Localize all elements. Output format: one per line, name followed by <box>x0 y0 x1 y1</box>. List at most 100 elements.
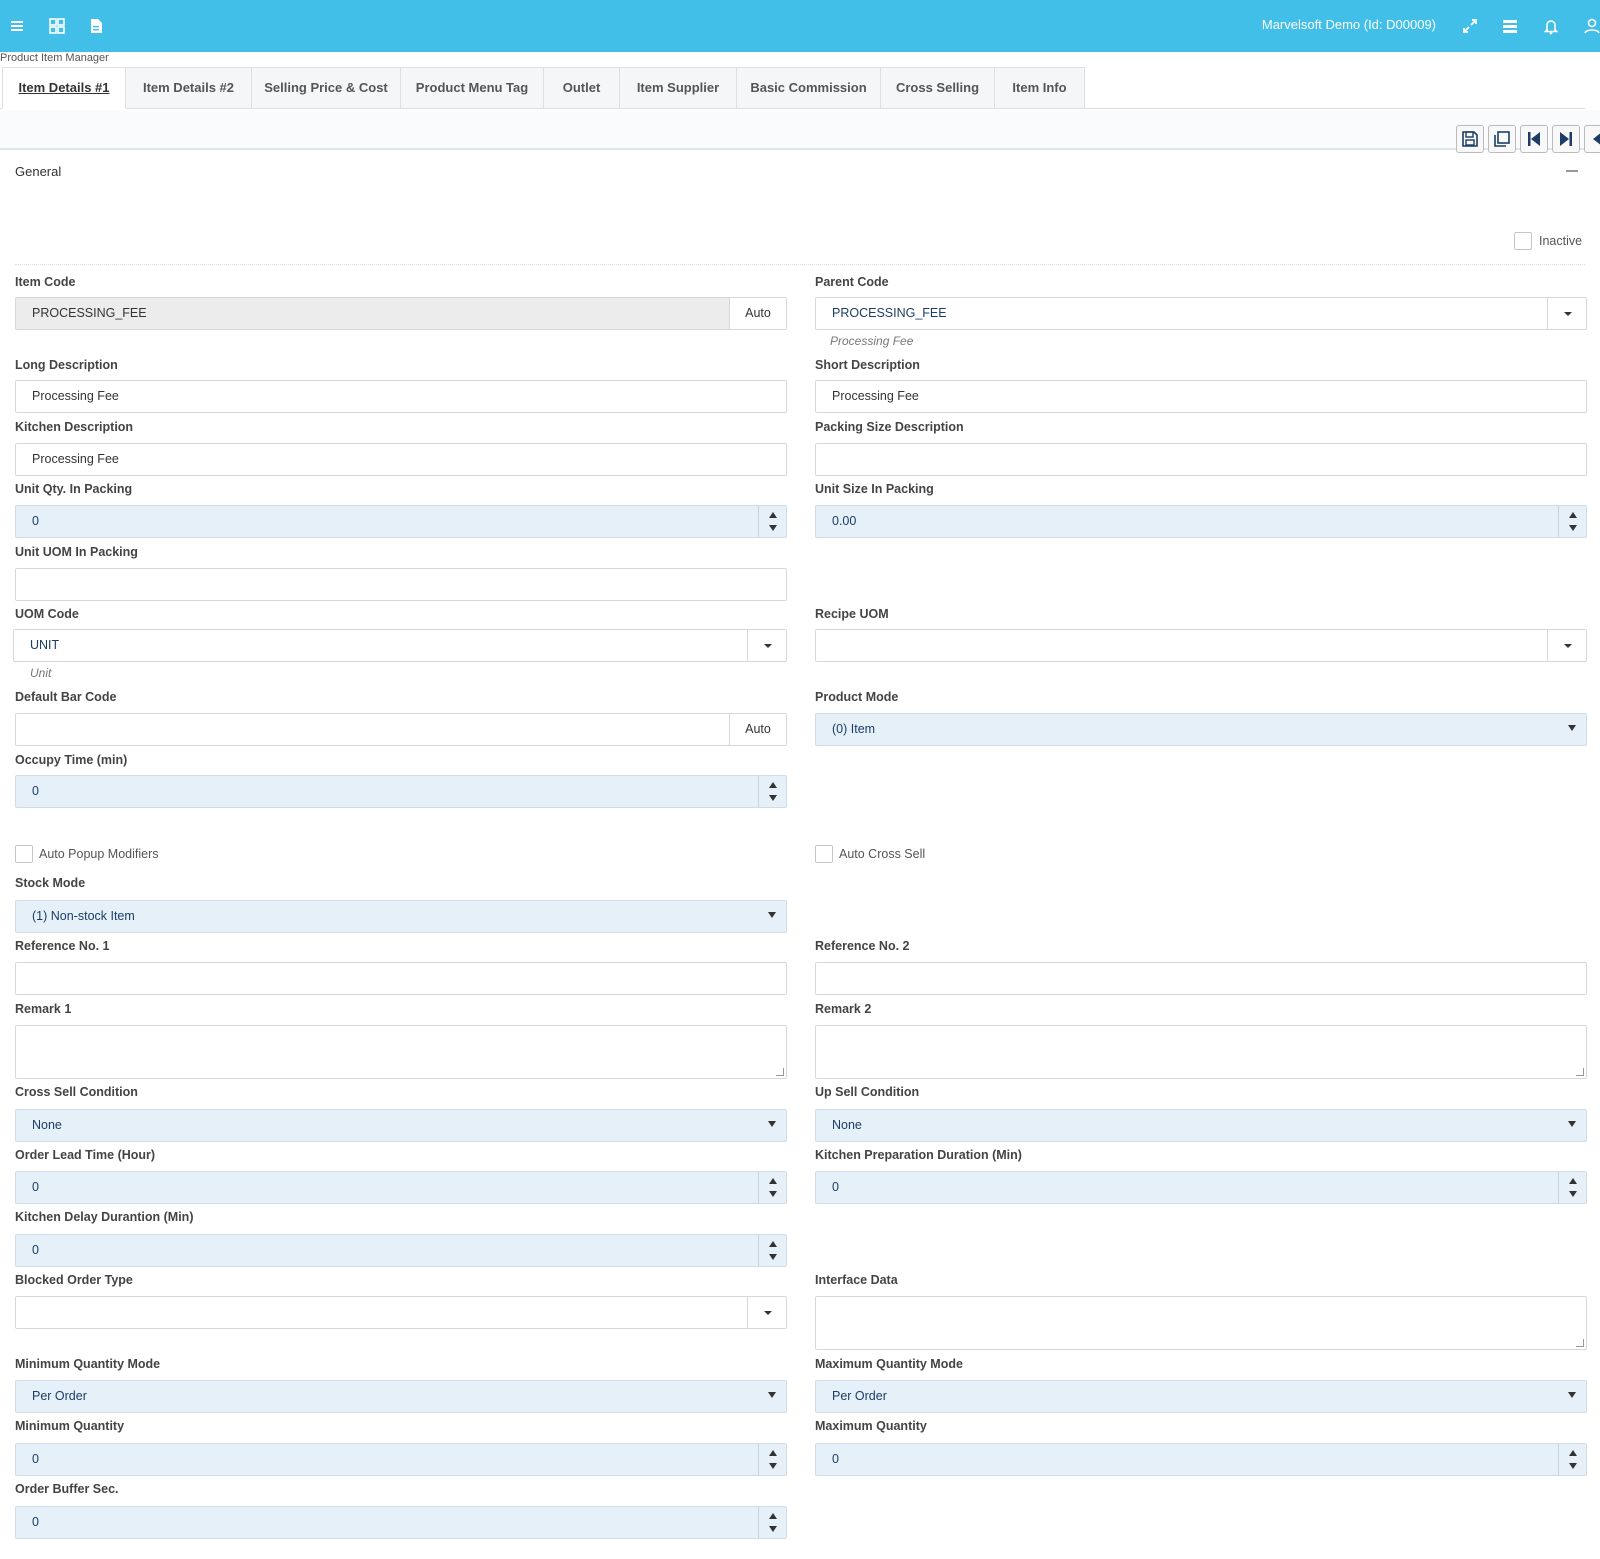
long-description-input[interactable]: Processing Fee <box>15 380 787 413</box>
remark-2-textarea[interactable] <box>815 1025 1587 1079</box>
tab-item-supplier[interactable]: Item Supplier <box>620 67 737 109</box>
blocked-order-type-select[interactable] <box>15 1296 787 1329</box>
user-label[interactable]: Marvelsoft Demo (Id: D00009) <box>1261 17 1436 32</box>
remark-1-textarea[interactable] <box>15 1025 787 1079</box>
recipe-uom-label: Recipe UOM <box>815 607 889 621</box>
product-mode-label: Product Mode <box>815 690 899 704</box>
reference-no-2-input[interactable] <box>815 962 1587 995</box>
tab-cross-selling[interactable]: Cross Selling <box>881 67 995 109</box>
menu-icon[interactable] <box>8 16 28 36</box>
minimum-quantity-label: Minimum Quantity <box>15 1419 125 1433</box>
order-lead-time-value: 0 <box>32 1180 39 1194</box>
chevron-down-icon[interactable] <box>1547 298 1586 329</box>
spinner-icon[interactable] <box>1558 1444 1586 1475</box>
collapse-icon[interactable] <box>1566 170 1578 172</box>
item-code-value: PROCESSING_FEE <box>32 306 147 320</box>
auto-popup-modifiers-checkbox[interactable] <box>15 845 33 863</box>
user-icon[interactable] <box>1582 16 1600 36</box>
unit-uom-input[interactable] <box>15 568 787 601</box>
reference-no-1-label: Reference No. 1 <box>15 939 110 953</box>
general-panel: General Inactive Item Code PROCESSING_FE… <box>0 152 1600 1559</box>
inactive-checkbox[interactable] <box>1514 232 1532 250</box>
reference-no-2-label: Reference No. 2 <box>815 939 910 953</box>
interface-data-textarea[interactable] <box>815 1296 1587 1350</box>
bell-icon[interactable] <box>1541 16 1561 36</box>
short-description-input[interactable]: Processing Fee <box>815 380 1587 413</box>
product-mode-select[interactable]: (0) Item <box>815 713 1587 746</box>
tab-basic-commission[interactable]: Basic Commission <box>737 67 881 109</box>
item-code-auto-button[interactable]: Auto <box>729 298 786 329</box>
remark-1-label: Remark 1 <box>15 1002 72 1016</box>
kitchen-delay-duration-label: Kitchen Delay Durantion (Min) <box>15 1210 194 1224</box>
occupy-time-stepper[interactable]: 0 <box>15 775 787 808</box>
save-icon[interactable] <box>1456 125 1484 153</box>
bar-code-auto-button[interactable]: Auto <box>729 714 786 745</box>
recipe-uom-select[interactable] <box>815 629 1587 662</box>
panel-title: General <box>15 164 62 179</box>
auto-cross-sell-checkbox[interactable] <box>815 845 833 863</box>
tab-outlet[interactable]: Outlet <box>544 67 620 109</box>
spinner-icon[interactable] <box>758 506 786 537</box>
chevron-down-icon[interactable] <box>1547 630 1586 661</box>
chevron-down-icon[interactable] <box>747 1297 786 1328</box>
minimum-quantity-stepper[interactable]: 0 <box>15 1443 787 1476</box>
cross-sell-condition-select[interactable]: None <box>15 1109 787 1142</box>
kitchen-delay-duration-stepper[interactable]: 0 <box>15 1234 787 1267</box>
item-code-field[interactable]: PROCESSING_FEE Auto <box>15 297 787 330</box>
document-icon[interactable] <box>86 16 106 36</box>
chevron-down-icon[interactable] <box>768 1392 776 1398</box>
first-record-icon[interactable] <box>1520 125 1548 153</box>
unit-size-stepper[interactable]: 0.00 <box>815 505 1587 538</box>
kitchen-description-label: Kitchen Description <box>15 420 134 434</box>
expand-icon[interactable] <box>1460 16 1480 36</box>
tab-selling-price-cost[interactable]: Selling Price & Cost <box>252 67 401 109</box>
maximum-quantity-value: 0 <box>832 1452 839 1466</box>
order-lead-time-label: Order Lead Time (Hour) <box>15 1148 156 1162</box>
chevron-down-icon[interactable] <box>768 1121 776 1127</box>
tab-item-details-1[interactable]: Item Details #1 <box>2 67 126 109</box>
minimum-quantity-mode-select[interactable]: Per Order <box>15 1380 787 1413</box>
spinner-icon[interactable] <box>758 1444 786 1475</box>
spinner-icon[interactable] <box>758 1507 786 1538</box>
tab-product-menu-tag[interactable]: Product Menu Tag <box>401 67 544 109</box>
cross-sell-condition-label: Cross Sell Condition <box>15 1085 138 1099</box>
chevron-down-icon[interactable] <box>1568 1392 1576 1398</box>
tab-item-details-2[interactable]: Item Details #2 <box>126 67 252 109</box>
spinner-icon[interactable] <box>1558 506 1586 537</box>
grid-icon[interactable] <box>47 16 67 36</box>
default-bar-code-input[interactable]: Auto <box>15 713 787 746</box>
maximum-quantity-mode-select[interactable]: Per Order <box>815 1380 1587 1413</box>
interface-data-label: Interface Data <box>815 1273 898 1287</box>
chevron-down-icon[interactable] <box>1568 725 1576 731</box>
previous-icon[interactable] <box>1584 125 1600 153</box>
chevron-down-icon[interactable] <box>768 912 776 918</box>
last-record-icon[interactable] <box>1552 125 1580 153</box>
spinner-icon[interactable] <box>758 1235 786 1266</box>
parent-code-select[interactable]: PROCESSING_FEE <box>815 297 1587 330</box>
up-sell-condition-select[interactable]: None <box>815 1109 1587 1142</box>
unit-qty-stepper[interactable]: 0 <box>15 505 787 538</box>
kitchen-description-input[interactable]: Processing Fee <box>15 443 787 476</box>
reference-no-1-input[interactable] <box>15 962 787 995</box>
unit-size-value: 0.00 <box>832 514 857 528</box>
remark-2-label: Remark 2 <box>815 1002 872 1016</box>
packing-size-description-input[interactable] <box>815 443 1587 476</box>
spinner-icon[interactable] <box>758 776 786 807</box>
spinner-icon[interactable] <box>758 1172 786 1203</box>
order-lead-time-stepper[interactable]: 0 <box>15 1171 787 1204</box>
spinner-icon[interactable] <box>1558 1172 1586 1203</box>
uom-code-value: UNIT <box>30 638 60 652</box>
cross-sell-condition-value: None <box>32 1118 62 1132</box>
order-buffer-sec-stepper[interactable]: 0 <box>15 1506 787 1539</box>
tab-item-info[interactable]: Item Info <box>995 67 1085 109</box>
kitchen-preparation-duration-stepper[interactable]: 0 <box>815 1171 1587 1204</box>
default-bar-code-label: Default Bar Code <box>15 690 117 704</box>
chevron-down-icon[interactable] <box>1568 1121 1576 1127</box>
save-copy-icon[interactable] <box>1488 125 1516 153</box>
list-icon[interactable] <box>1500 16 1520 36</box>
maximum-quantity-stepper[interactable]: 0 <box>815 1443 1587 1476</box>
uom-code-select[interactable]: UNIT <box>13 629 787 662</box>
uom-code-hint: Unit <box>30 666 52 680</box>
stock-mode-select[interactable]: (1) Non-stock Item <box>15 900 787 933</box>
chevron-down-icon[interactable] <box>747 630 786 661</box>
